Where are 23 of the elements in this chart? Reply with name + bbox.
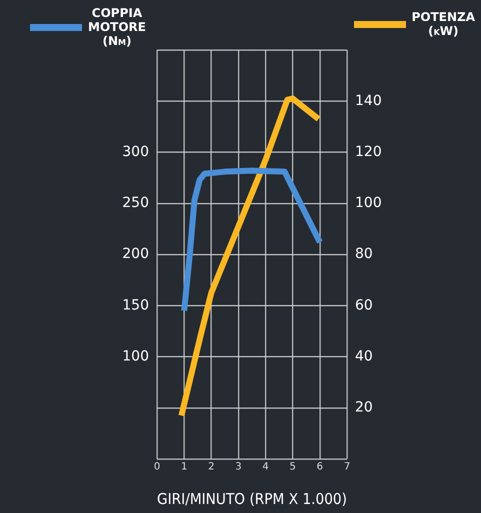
y2-tick-label: 60: [355, 297, 373, 314]
x-tick-label: 1: [180, 462, 188, 473]
y2-tick-label: 100: [355, 195, 382, 212]
legend-label: COPPIA MOTORE (Nm): [88, 6, 146, 48]
x-tick-label: 6: [316, 462, 324, 473]
y2-tick-label: 20: [355, 400, 373, 416]
y-tick-label: 200: [122, 246, 149, 262]
x-tick-label: 3: [235, 462, 242, 473]
y-tick-label: 150: [122, 297, 149, 314]
legend-label: POTENZA (kW): [412, 10, 475, 38]
y2-tick-label: 80: [355, 246, 373, 262]
x-tick-label: 7: [344, 462, 350, 473]
x-tick-label: 5: [290, 462, 296, 473]
y-tick-label: 250: [122, 195, 149, 212]
x-axis-title: GIRI/MINUTO (RPM X 1.000): [157, 491, 347, 508]
x-tick-label: 0: [154, 462, 160, 473]
x-tick-label: 2: [208, 462, 214, 473]
y-tick-label: 100: [122, 348, 149, 364]
x-tick-label: 4: [262, 462, 269, 473]
y2-tick-label: 40: [355, 348, 373, 364]
y-tick-label: 300: [122, 144, 149, 160]
y2-tick-label: 140: [355, 92, 382, 109]
y2-tick-label: 120: [355, 144, 382, 160]
